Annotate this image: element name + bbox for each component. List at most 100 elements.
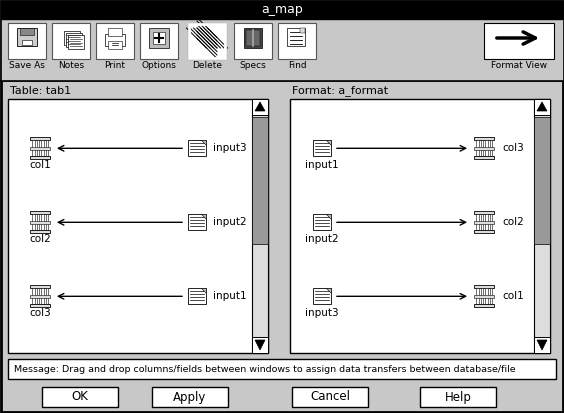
Polygon shape: [255, 102, 265, 111]
Bar: [140, 23, 178, 59]
Bar: [481, 214, 483, 230]
Bar: [485, 288, 487, 304]
Text: Message: Drag and drop columns/fields between windows to assign data transfers b: Message: Drag and drop columns/fields be…: [14, 365, 515, 373]
Polygon shape: [201, 140, 206, 145]
Polygon shape: [326, 288, 331, 293]
Bar: [152, 387, 228, 407]
Bar: [41, 214, 43, 230]
Text: OK: OK: [72, 391, 89, 404]
Bar: [188, 23, 226, 59]
Bar: [287, 28, 305, 46]
Bar: [8, 359, 556, 379]
Bar: [313, 140, 331, 156]
Bar: [30, 147, 50, 150]
Bar: [474, 221, 494, 224]
Text: Print: Print: [104, 60, 126, 69]
Bar: [32, 288, 34, 304]
Bar: [149, 28, 169, 48]
Bar: [30, 304, 50, 307]
Text: input2: input2: [305, 234, 339, 244]
Bar: [42, 387, 118, 407]
Bar: [490, 214, 492, 230]
Bar: [246, 30, 260, 46]
Text: col2: col2: [29, 234, 51, 244]
Bar: [22, 40, 32, 45]
Bar: [66, 33, 82, 47]
Text: input3: input3: [213, 143, 246, 153]
Bar: [534, 99, 550, 115]
Bar: [244, 28, 262, 48]
Bar: [30, 211, 50, 214]
Text: Help: Help: [444, 391, 472, 404]
Polygon shape: [326, 214, 331, 219]
Bar: [474, 295, 494, 298]
Bar: [30, 137, 50, 140]
Bar: [490, 288, 492, 304]
Bar: [153, 32, 165, 44]
Bar: [252, 99, 268, 353]
Polygon shape: [326, 140, 331, 145]
Bar: [68, 35, 84, 49]
Bar: [32, 214, 34, 230]
Bar: [30, 156, 50, 159]
Bar: [20, 28, 34, 35]
Bar: [420, 387, 496, 407]
Bar: [292, 387, 368, 407]
Bar: [481, 288, 483, 304]
Text: col3: col3: [502, 143, 524, 153]
Bar: [46, 288, 48, 304]
Text: Apply: Apply: [173, 391, 206, 404]
Text: col3: col3: [29, 308, 51, 318]
Bar: [474, 230, 494, 233]
Text: Specs: Specs: [240, 60, 266, 69]
Bar: [476, 214, 478, 230]
Bar: [313, 214, 331, 230]
Bar: [484, 23, 554, 59]
Bar: [252, 117, 268, 244]
Text: Table: tab1: Table: tab1: [10, 86, 71, 96]
Bar: [252, 99, 268, 115]
Bar: [290, 99, 550, 353]
Bar: [30, 230, 50, 233]
Bar: [41, 288, 43, 304]
Bar: [17, 28, 37, 46]
Bar: [46, 140, 48, 156]
Bar: [8, 23, 46, 59]
Text: col1: col1: [502, 291, 524, 301]
Polygon shape: [201, 288, 206, 293]
Bar: [534, 99, 550, 353]
Bar: [234, 23, 272, 59]
Polygon shape: [537, 102, 547, 111]
Polygon shape: [537, 340, 547, 350]
Bar: [490, 140, 492, 156]
Bar: [300, 28, 305, 33]
Bar: [1, 1, 563, 19]
Text: col1: col1: [29, 160, 51, 170]
Bar: [534, 117, 550, 244]
Bar: [108, 41, 122, 49]
Bar: [474, 137, 494, 140]
Text: input3: input3: [305, 308, 339, 318]
Text: input2: input2: [213, 217, 246, 227]
Text: a_map: a_map: [261, 3, 303, 17]
Text: input1: input1: [213, 291, 246, 301]
Bar: [476, 288, 478, 304]
Bar: [485, 140, 487, 156]
Bar: [188, 214, 206, 230]
Bar: [313, 288, 331, 304]
Bar: [64, 31, 80, 45]
Bar: [188, 140, 206, 156]
Text: Format View: Format View: [491, 60, 547, 69]
Text: Find: Find: [288, 60, 306, 69]
Bar: [1, 19, 563, 81]
Bar: [105, 34, 125, 46]
Bar: [30, 295, 50, 298]
Polygon shape: [255, 340, 265, 350]
Bar: [37, 288, 39, 304]
Bar: [534, 337, 550, 353]
Bar: [37, 140, 39, 156]
Bar: [32, 140, 34, 156]
Bar: [474, 211, 494, 214]
Bar: [8, 99, 268, 353]
Bar: [188, 288, 206, 304]
